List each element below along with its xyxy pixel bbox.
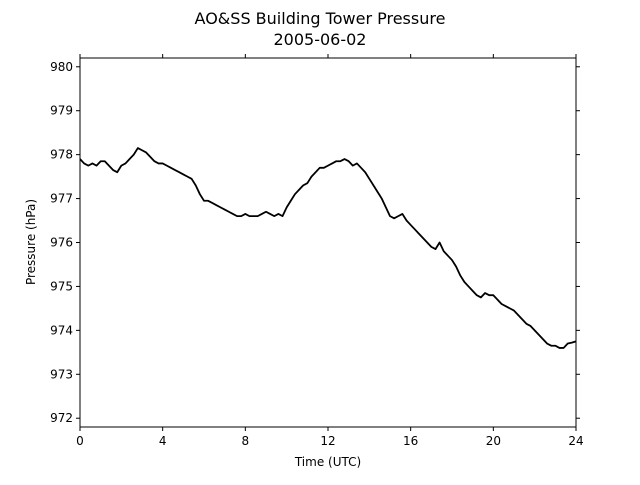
axes-frame: [79, 57, 577, 428]
y-tick-label: 980: [50, 60, 73, 74]
y-tick-label: 978: [50, 148, 73, 162]
y-tick-label: 975: [50, 279, 73, 293]
plot-area: 0 4 8 12 16 20 24 972 973 974 975 976 977 978 979 980: [50, 54, 584, 448]
x-tick-label: 20: [486, 434, 501, 448]
y-tick-label: 976: [50, 236, 73, 250]
x-tick-label: 24: [568, 434, 583, 448]
pressure-series-line: [79, 147, 577, 349]
y-tick-label: 977: [50, 192, 73, 206]
y-tick-label: 973: [50, 367, 73, 381]
chart-title: AO&SS Building Tower Pressure: [195, 9, 446, 28]
x-tick-label: 12: [320, 434, 335, 448]
y-tick-label: 979: [50, 104, 73, 118]
chart-subtitle: 2005-06-02: [274, 30, 367, 49]
x-tick-label: 0: [76, 434, 84, 448]
x-tick-label: 8: [242, 434, 250, 448]
y-tick-label: 972: [50, 411, 73, 425]
x-tick-label: 16: [403, 434, 418, 448]
y-axis-label: Pressure (hPa): [24, 199, 38, 285]
y-tick-label: 974: [50, 323, 73, 337]
x-tick-label: 4: [159, 434, 167, 448]
x-axis-label: Time (UTC): [294, 455, 361, 469]
